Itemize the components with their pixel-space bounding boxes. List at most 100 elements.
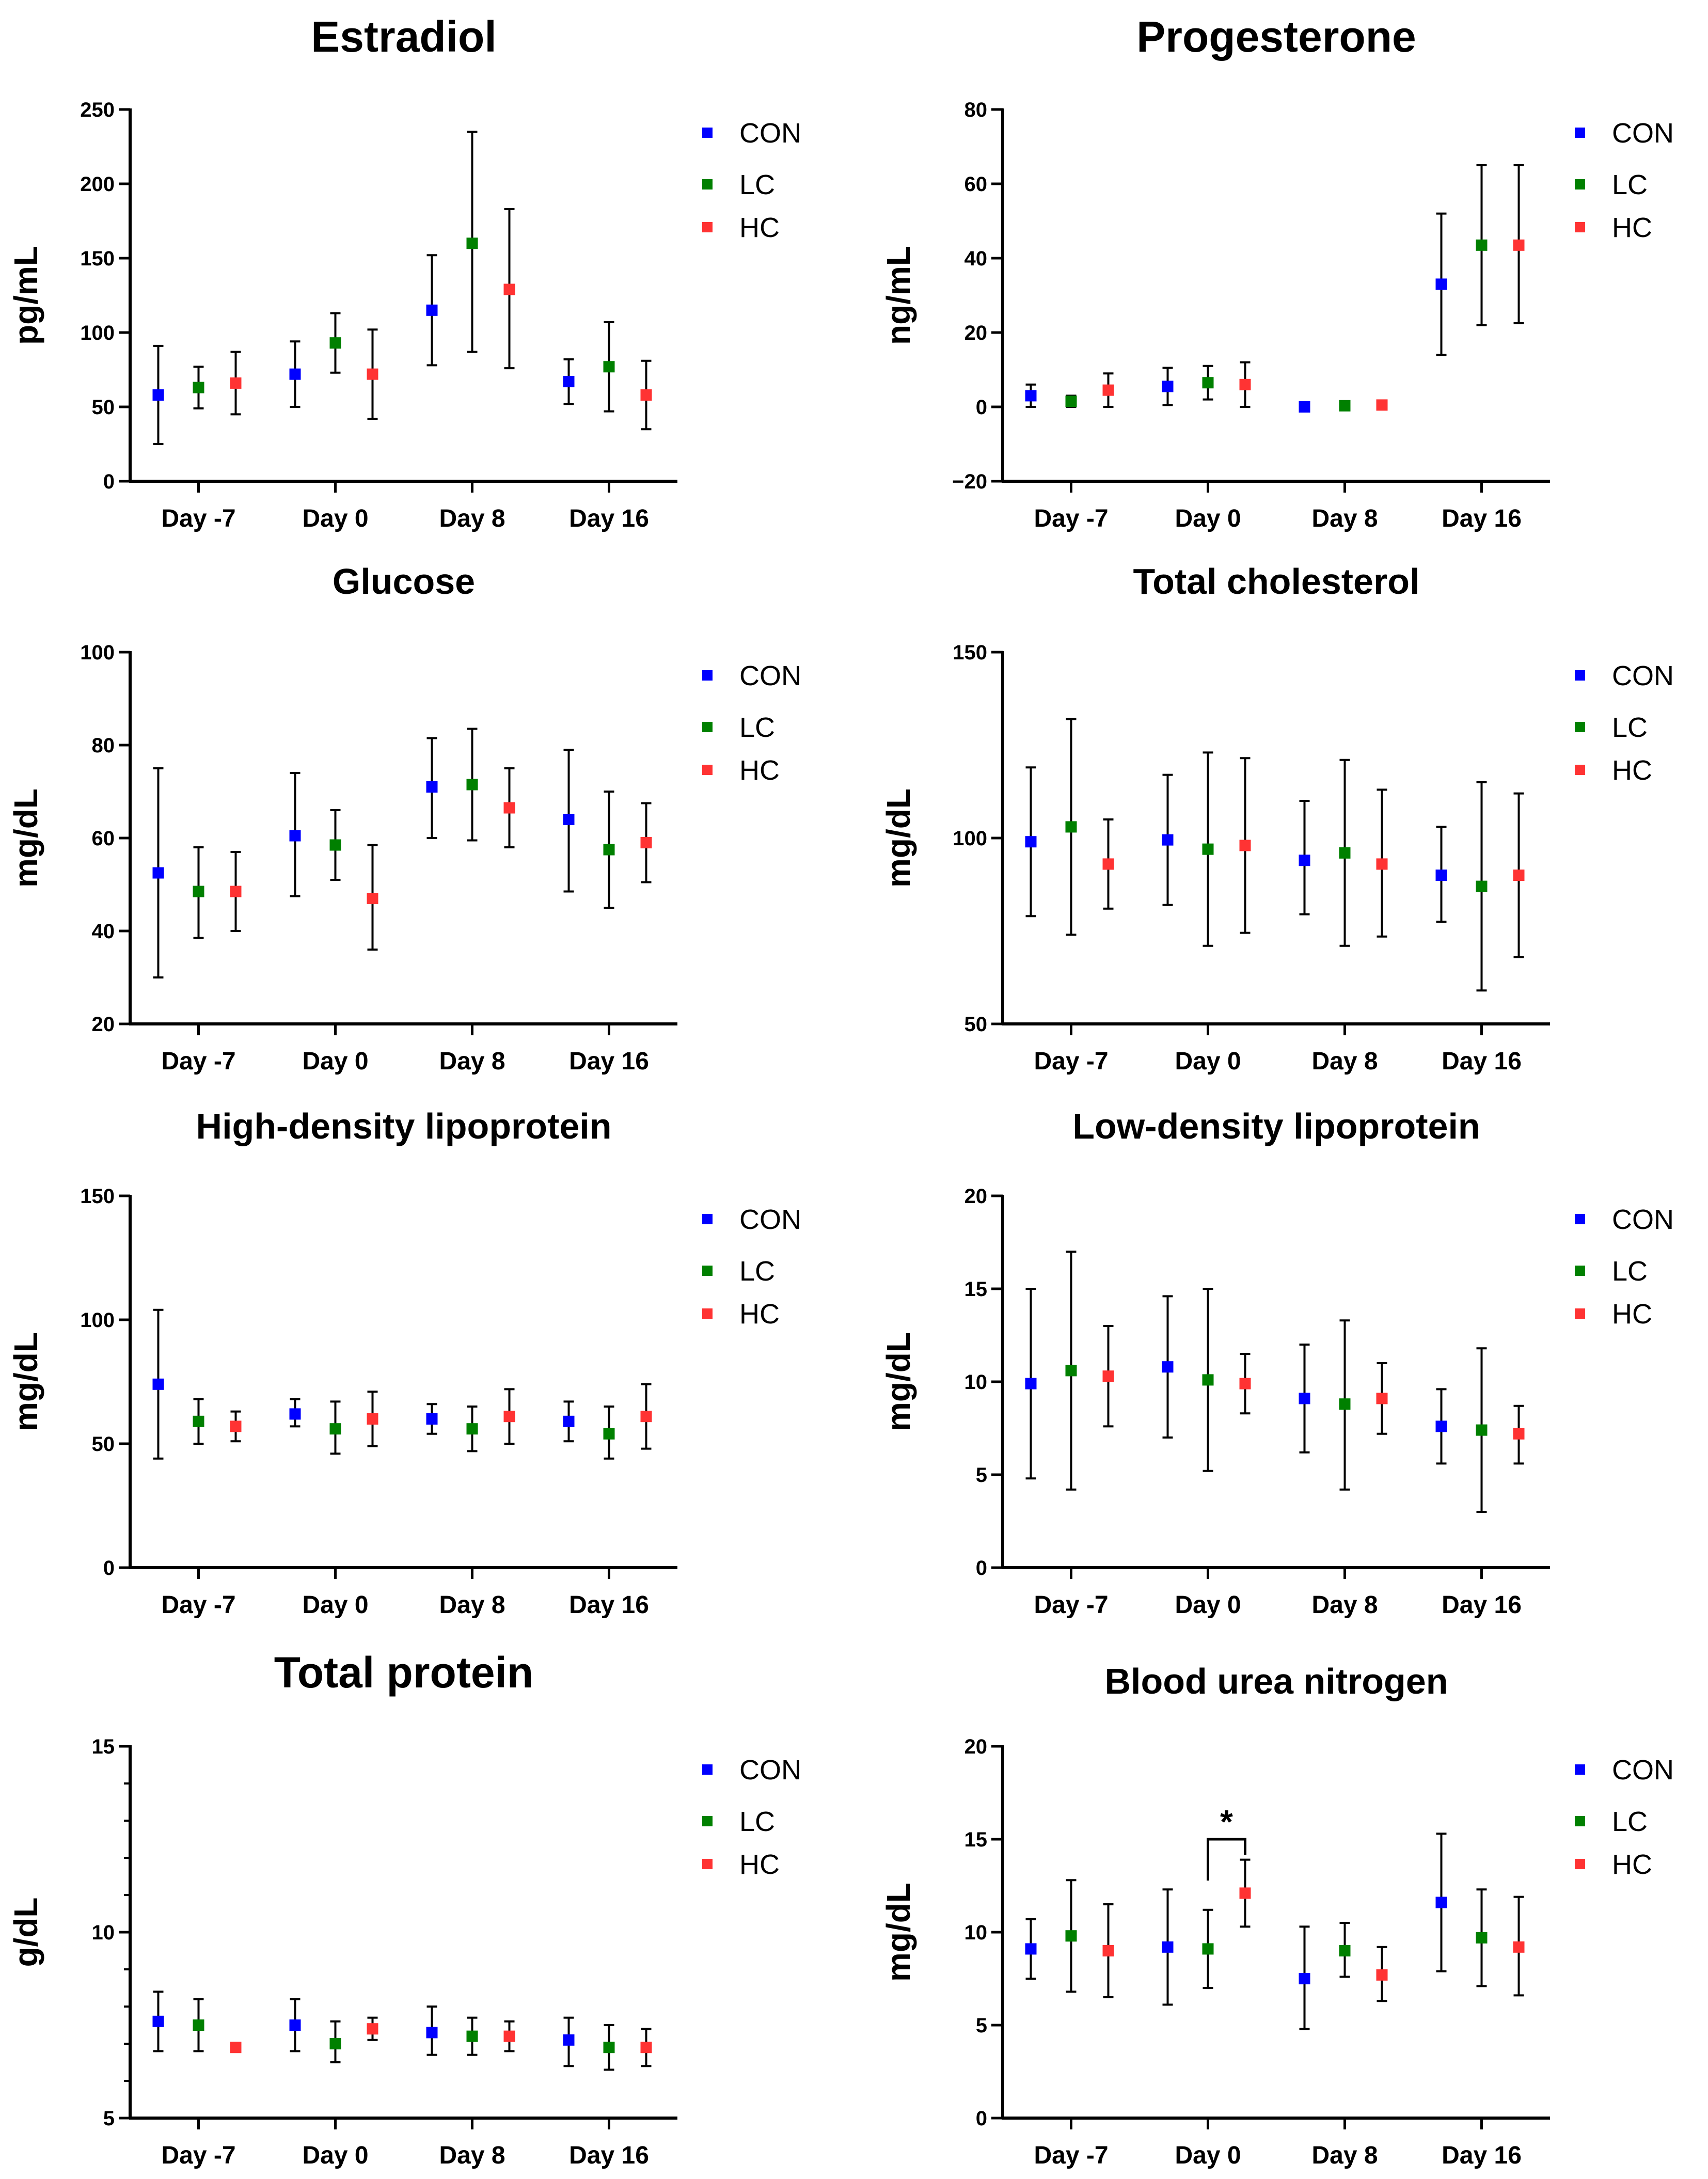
- chart-panel: Total cholesterol mg/dL 50 100 150 Day -7 Day …: [880, 561, 1674, 1075]
- x-tick-label: Day 16: [569, 2142, 649, 2169]
- data-point-lc: [603, 2042, 615, 2054]
- data-point-hc: [640, 2042, 652, 2054]
- x-tick-label: Day 0: [302, 1591, 368, 1619]
- chart-panel: Glucose mg/dL 20 40 60 80 100 Day -7 Day 0 Day 8 D…: [7, 561, 801, 1075]
- x-tick-label: Day 0: [1175, 1591, 1241, 1619]
- legend-marker-hc: [1575, 765, 1585, 775]
- data-point-lc: [1476, 1424, 1488, 1436]
- data-point-con: [289, 830, 301, 842]
- data-point-con: [152, 389, 164, 401]
- y-axis-label: g/dL: [7, 1897, 44, 1967]
- chart-title: Blood urea nitrogen: [1105, 1661, 1448, 1701]
- x-tick-label: Day 0: [1175, 505, 1241, 532]
- data-point-con: [1025, 1378, 1037, 1389]
- data-point-hc: [367, 893, 378, 904]
- x-tick-label: Day 0: [1175, 2142, 1241, 2169]
- data-point-lc: [1202, 377, 1214, 389]
- data-point-con: [1025, 836, 1037, 848]
- data-point-hc: [1376, 1393, 1388, 1404]
- legend-label: CON: [1612, 660, 1674, 691]
- data-point-con: [1025, 390, 1037, 402]
- legend-label: LC: [1612, 712, 1648, 743]
- chart-title: Total cholesterol: [1133, 561, 1420, 602]
- y-tick-label: 10: [92, 1921, 115, 1944]
- y-tick-label: 0: [103, 470, 115, 493]
- y-tick-label: 80: [92, 734, 115, 757]
- data-point-hc: [640, 389, 652, 401]
- x-tick-label: Day 16: [1442, 505, 1522, 532]
- legend-label: HC: [1612, 1849, 1652, 1880]
- legend-marker-lc: [702, 179, 713, 190]
- data-point-con: [1435, 278, 1447, 290]
- data-point-con: [563, 1415, 575, 1427]
- legend-label: LC: [1612, 1806, 1648, 1837]
- x-tick-label: Day -7: [161, 1591, 235, 1619]
- data-point-con: [426, 781, 438, 793]
- data-point-con: [426, 2027, 438, 2039]
- data-point-lc: [1339, 847, 1351, 859]
- legend-marker-lc: [1575, 1816, 1585, 1826]
- legend-marker-con: [1575, 1764, 1585, 1775]
- y-tick-label: 100: [953, 827, 987, 850]
- y-tick-label: 15: [92, 1735, 115, 1758]
- y-axis-label: mg/dL: [880, 1883, 917, 1982]
- data-point-lc: [1339, 1945, 1351, 1956]
- data-point-lc: [1476, 1932, 1488, 1944]
- y-tick-label: 5: [976, 1464, 987, 1487]
- y-tick-label: 150: [80, 1185, 115, 1208]
- legend-label: LC: [739, 1256, 775, 1287]
- data-point-con: [1025, 1943, 1037, 1955]
- data-point-lc: [329, 2038, 341, 2049]
- legend-label: HC: [739, 1299, 780, 1330]
- y-axis-label: pg/mL: [7, 246, 44, 345]
- y-tick-label: 60: [964, 173, 988, 196]
- x-tick-label: Day -7: [1034, 2142, 1108, 2169]
- data-point-lc: [1339, 400, 1351, 412]
- legend-marker-lc: [702, 1816, 713, 1826]
- legend-marker-con: [702, 1764, 713, 1775]
- y-tick-label: 20: [92, 1013, 115, 1036]
- y-axis-label: ng/mL: [880, 246, 917, 345]
- data-point-lc: [193, 886, 204, 897]
- y-tick-label: −20: [952, 470, 987, 493]
- x-tick-label: Day -7: [161, 505, 235, 532]
- data-point-lc: [1202, 1374, 1214, 1386]
- chart-panel: Blood urea nitrogen mg/dL 0 5 10 15 20 Day -7 Da…: [880, 1661, 1674, 2169]
- data-point-con: [1435, 1420, 1447, 1432]
- data-point-hc: [503, 283, 515, 295]
- y-axis-label: mg/dL: [880, 788, 917, 888]
- y-axis-label: mg/dL: [880, 1332, 917, 1431]
- data-point-hc: [367, 368, 378, 380]
- legend-label: CON: [1612, 118, 1674, 149]
- x-tick-label: Day -7: [161, 2142, 235, 2169]
- data-point-lc: [466, 779, 478, 791]
- data-point-lc: [1065, 396, 1077, 407]
- y-tick-label: 100: [80, 1309, 115, 1332]
- data-point-con: [1162, 381, 1174, 392]
- data-point-con: [1162, 1361, 1174, 1373]
- data-point-con: [426, 304, 438, 316]
- data-point-lc: [1065, 1930, 1077, 1942]
- data-point-hc: [640, 837, 652, 848]
- legend-label: HC: [1612, 1299, 1652, 1330]
- data-point-lc: [1065, 821, 1077, 833]
- x-tick-label: Day -7: [1034, 505, 1108, 532]
- y-tick-label: 15: [964, 1828, 988, 1851]
- y-tick-label: 10: [964, 1921, 988, 1944]
- data-point-con: [1299, 401, 1310, 413]
- data-point-lc: [1339, 1398, 1351, 1410]
- data-point-lc: [1202, 843, 1214, 855]
- x-tick-label: Day -7: [1034, 1591, 1108, 1619]
- y-tick-label: 50: [92, 1433, 115, 1456]
- legend-label: CON: [1612, 1204, 1674, 1235]
- data-point-hc: [1376, 858, 1388, 870]
- y-tick-label: 20: [964, 1185, 988, 1208]
- legend-marker-lc: [702, 722, 713, 732]
- data-point-hc: [503, 1411, 515, 1423]
- legend-label: LC: [739, 712, 775, 743]
- data-point-con: [152, 867, 164, 879]
- x-tick-label: Day 16: [1442, 2142, 1522, 2169]
- data-point-con: [289, 1408, 301, 1420]
- data-point-con: [1162, 1941, 1174, 1953]
- y-tick-label: 100: [80, 322, 115, 344]
